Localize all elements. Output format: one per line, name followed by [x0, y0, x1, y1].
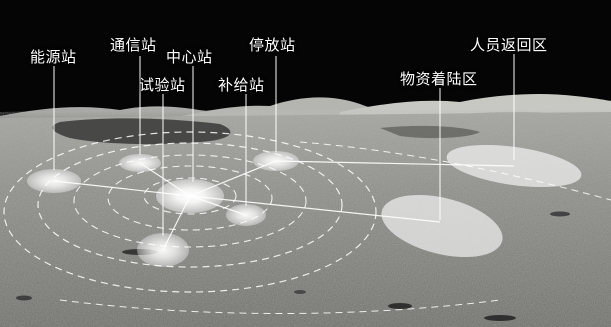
supply-station-pad: [226, 204, 266, 226]
station-pads: [27, 144, 582, 267]
crew-return-pad: [446, 144, 582, 188]
comm-station-pad: [119, 154, 161, 172]
parking-station-label: 停放站: [249, 36, 296, 54]
test-station-label: 试验站: [139, 76, 186, 94]
comm-station-label: 通信站: [110, 36, 157, 54]
energy-station-pad: [27, 169, 81, 193]
crew-return-area-label: 人员返回区: [470, 36, 548, 54]
label-leaders: [53, 54, 515, 236]
material-landing-area-label: 物资着陆区: [400, 70, 478, 88]
central-station-pad: [156, 179, 224, 213]
parking-station-pad: [253, 151, 299, 171]
central-station-label: 中心站: [166, 48, 213, 66]
base-rings: [3, 131, 611, 314]
material-landing-pad: [381, 194, 503, 258]
supply-station-label: 补给站: [218, 76, 265, 94]
test-station-pad: [137, 233, 189, 267]
energy-station-label: 能源站: [30, 48, 77, 66]
